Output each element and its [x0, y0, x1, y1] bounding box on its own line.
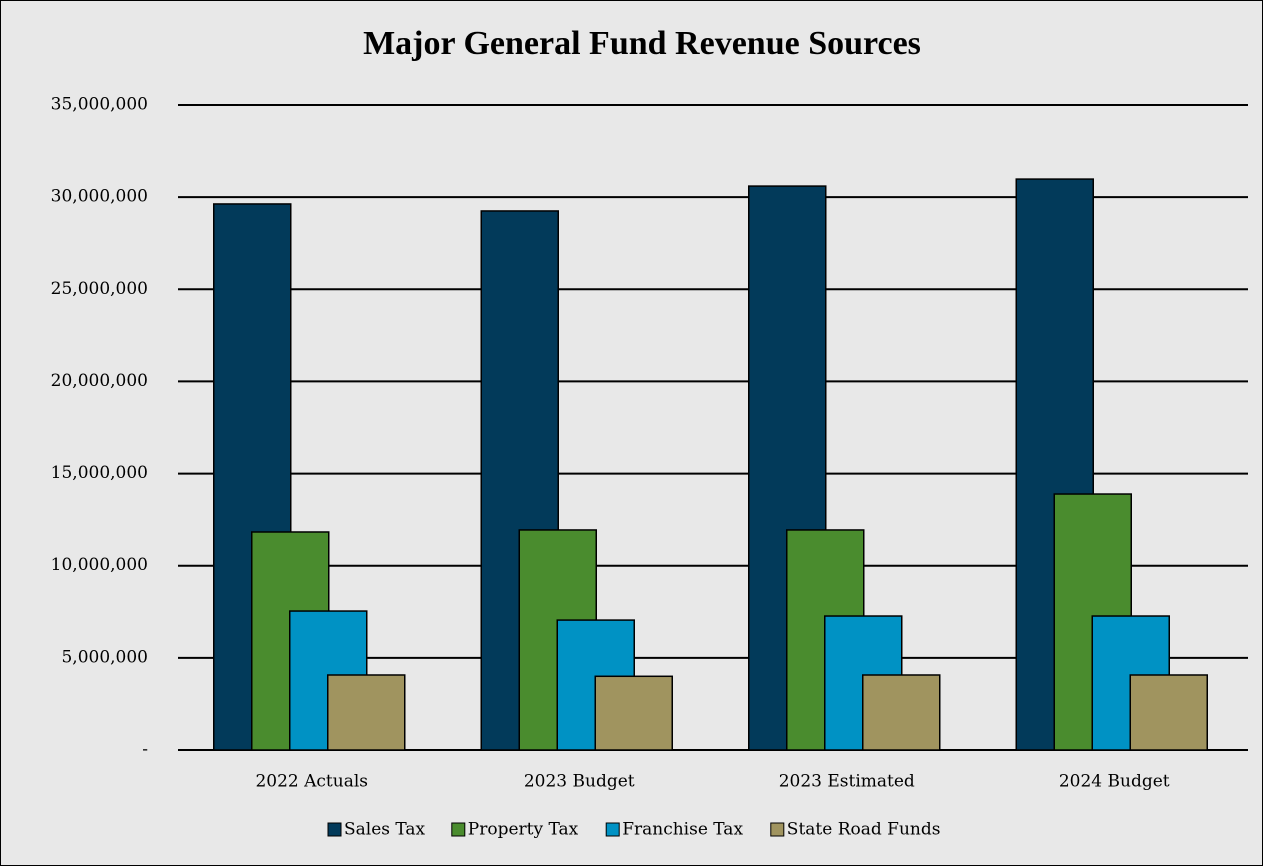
x-tick-label: 2022 Actuals — [255, 772, 368, 792]
chart-title: Major General Fund Revenue Sources — [363, 25, 921, 62]
y-tick-label: 30,000,000 — [51, 187, 148, 207]
legend-swatch — [327, 822, 342, 837]
bar — [1129, 674, 1208, 751]
y-tick-label: 10,000,000 — [51, 555, 148, 575]
legend-label: Franchise Tax — [622, 820, 743, 840]
legend-swatch — [770, 822, 785, 837]
legend-label: Property Tax — [468, 820, 579, 840]
y-tick-label: 25,000,000 — [51, 279, 148, 299]
y-tick-label: 20,000,000 — [51, 371, 148, 391]
legend-label: Sales Tax — [344, 820, 426, 840]
y-tick-label: 5,000,000 — [61, 647, 148, 667]
x-tick-label: 2023 Budget — [524, 772, 635, 792]
legend-label: State Road Funds — [787, 820, 941, 840]
legend-swatch — [605, 822, 620, 837]
bar — [327, 674, 406, 751]
legend-swatch — [451, 822, 466, 837]
x-tick-label: 2023 Estimated — [779, 772, 915, 792]
x-tick-label: 2024 Budget — [1059, 772, 1170, 792]
y-tick-label: - — [142, 740, 148, 760]
y-tick-label: 15,000,000 — [51, 463, 148, 483]
bar — [594, 675, 673, 751]
bar — [862, 674, 941, 751]
y-tick-label: 35,000,000 — [51, 95, 148, 115]
